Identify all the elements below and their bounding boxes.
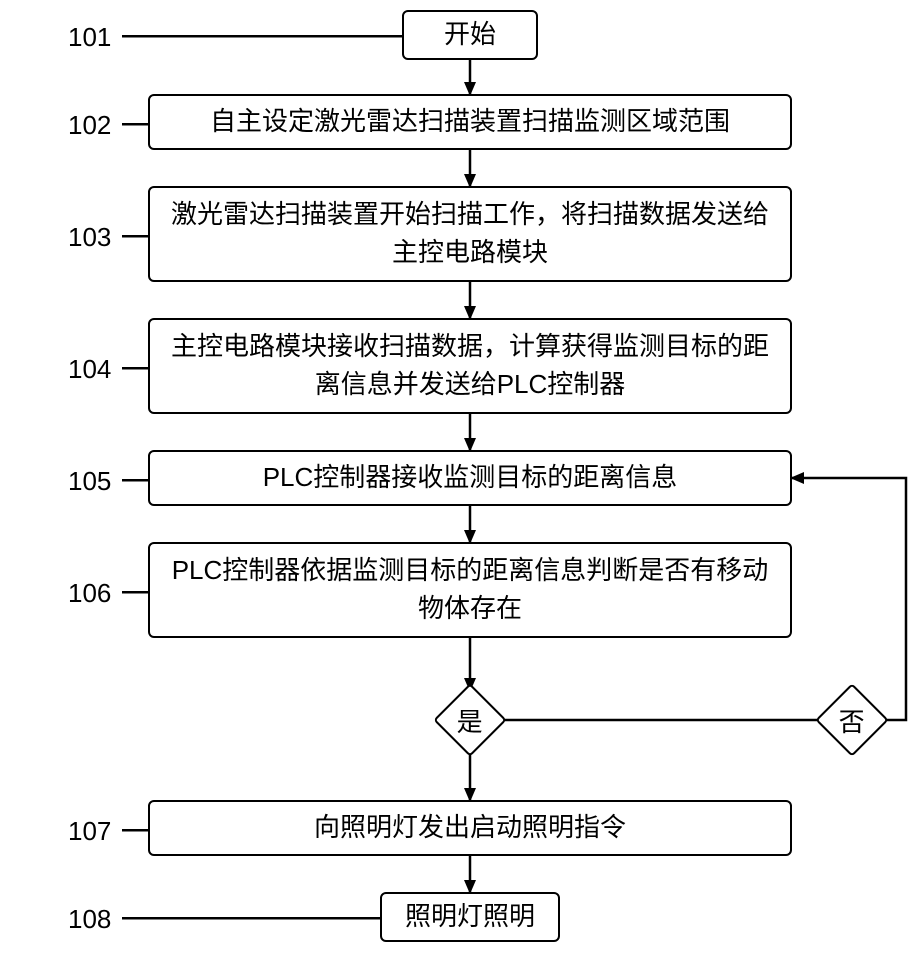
decision-no-diamond: 否	[815, 683, 889, 757]
step-number-102: 102	[68, 110, 111, 141]
step-102-box: 自主设定激光雷达扫描装置扫描监测区域范围	[148, 94, 792, 150]
step-number-107: 107	[68, 816, 111, 847]
step-103-box: 激光雷达扫描装置开始扫描工作，将扫描数据发送给主控电路模块	[148, 186, 792, 282]
step-102-text: 自主设定激光雷达扫描装置扫描监测区域范围	[210, 103, 730, 141]
start-label: 开始	[444, 16, 496, 54]
step-104-text: 主控电路模块接收扫描数据，计算获得监测目标的距离信息并发送给PLC控制器	[164, 328, 776, 403]
end-box: 照明灯照明	[380, 892, 560, 942]
step-number-103: 103	[68, 222, 111, 253]
step-103-text: 激光雷达扫描装置开始扫描工作，将扫描数据发送给主控电路模块	[164, 196, 776, 271]
step-107-box: 向照明灯发出启动照明指令	[148, 800, 792, 856]
step-number-101: 101	[68, 22, 111, 53]
decision-yes-label: 是	[457, 701, 483, 738]
step-104-box: 主控电路模块接收扫描数据，计算获得监测目标的距离信息并发送给PLC控制器	[148, 318, 792, 414]
step-number-104: 104	[68, 354, 111, 385]
decision-yes-diamond: 是	[433, 683, 507, 757]
step-106-text: PLC控制器依据监测目标的距离信息判断是否有移动物体存在	[164, 552, 776, 627]
start-box: 开始	[402, 10, 538, 60]
step-105-text: PLC控制器接收监测目标的距离信息	[263, 459, 678, 497]
decision-no-label: 否	[839, 701, 865, 738]
step-105-box: PLC控制器接收监测目标的距离信息	[148, 450, 792, 506]
end-label: 照明灯照明	[405, 898, 535, 936]
step-106-box: PLC控制器依据监测目标的距离信息判断是否有移动物体存在	[148, 542, 792, 638]
step-number-108: 108	[68, 904, 111, 935]
step-number-106: 106	[68, 578, 111, 609]
step-number-105: 105	[68, 466, 111, 497]
step-107-text: 向照明灯发出启动照明指令	[314, 809, 626, 847]
flowchart-canvas: 101 102 103 104 105 106 107 108 开始 自主设定激…	[0, 0, 921, 955]
